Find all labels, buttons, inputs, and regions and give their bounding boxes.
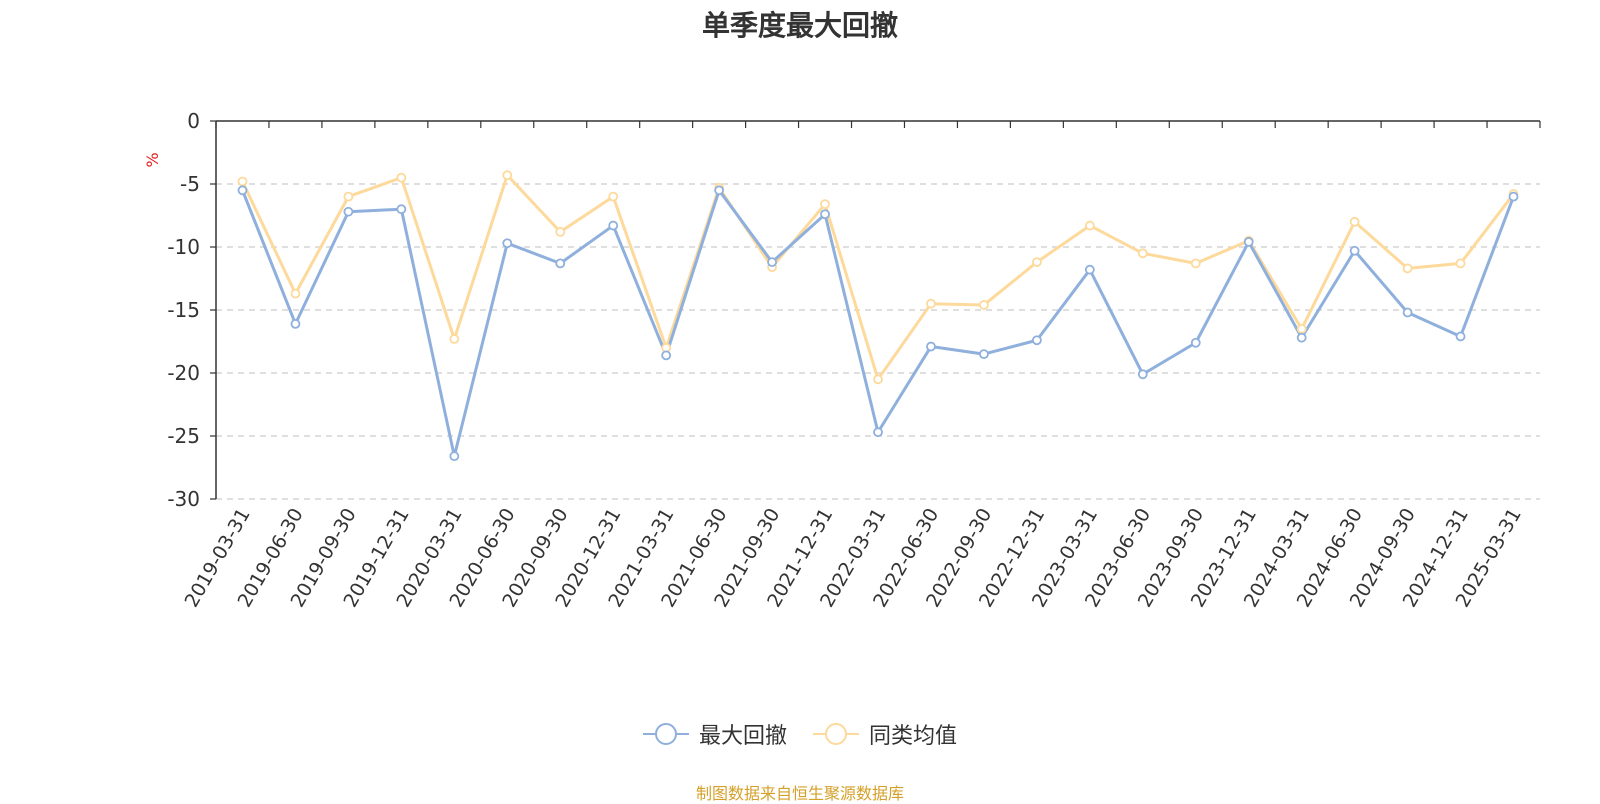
data-point-series-0 <box>1245 238 1253 246</box>
data-point-series-0 <box>344 208 352 216</box>
y-tick-label: -20 <box>167 361 200 385</box>
data-point-series-0 <box>397 205 405 213</box>
data-point-series-0 <box>821 210 829 218</box>
data-point-series-1 <box>927 300 935 308</box>
series-line-0 <box>242 190 1513 456</box>
grid-layer <box>216 184 1540 499</box>
data-point-series-1 <box>1033 258 1041 266</box>
data-point-series-0 <box>768 258 776 266</box>
data-point-series-1 <box>556 228 564 236</box>
data-point-series-1 <box>397 174 405 182</box>
data-point-series-0 <box>980 350 988 358</box>
legend-swatch-max-drawdown-icon <box>643 722 689 746</box>
data-point-series-1 <box>450 335 458 343</box>
data-point-series-0 <box>450 452 458 460</box>
legend-label-max-drawdown: 最大回撤 <box>699 718 787 750</box>
data-point-series-1 <box>980 301 988 309</box>
legend-swatch-peer-average-icon <box>813 722 859 746</box>
data-point-series-1 <box>1457 259 1465 267</box>
data-point-series-1 <box>503 171 511 179</box>
data-point-series-0 <box>1139 370 1147 378</box>
y-tick-label: -15 <box>167 298 200 322</box>
data-point-series-0 <box>556 259 564 267</box>
data-point-series-0 <box>1510 193 1518 201</box>
data-point-series-0 <box>238 186 246 194</box>
legend-label-peer-average: 同类均值 <box>869 718 957 750</box>
y-tick-label: 0 <box>187 109 200 133</box>
data-point-series-1 <box>238 177 246 185</box>
data-point-series-1 <box>1404 264 1412 272</box>
data-point-series-1 <box>1139 249 1147 257</box>
y-axis-unit-label: % <box>143 152 162 167</box>
data-point-series-1 <box>874 375 882 383</box>
legend-item-max-drawdown[interactable]: 最大回撤 <box>643 718 787 750</box>
data-point-series-0 <box>874 428 882 436</box>
data-point-series-1 <box>1086 222 1094 230</box>
data-point-series-0 <box>1404 309 1412 317</box>
data-point-series-1 <box>344 193 352 201</box>
data-point-series-0 <box>503 239 511 247</box>
data-point-series-0 <box>1086 266 1094 274</box>
series-layer <box>238 171 1517 460</box>
y-tick-label: -30 <box>167 487 200 511</box>
data-point-series-1 <box>821 200 829 208</box>
y-tick-label: -5 <box>180 172 200 196</box>
data-point-series-0 <box>291 320 299 328</box>
data-point-series-0 <box>609 222 617 230</box>
data-point-series-1 <box>1351 218 1359 226</box>
data-point-series-1 <box>1298 325 1306 333</box>
data-point-series-1 <box>609 193 617 201</box>
y-tick-label: -10 <box>167 235 200 259</box>
y-tick-label: -25 <box>167 424 200 448</box>
data-point-series-0 <box>1192 339 1200 347</box>
data-point-series-0 <box>1298 334 1306 342</box>
data-point-series-0 <box>1033 336 1041 344</box>
legend: 最大回撤 同类均值 <box>0 718 1600 750</box>
data-point-series-0 <box>715 186 723 194</box>
data-point-series-1 <box>291 290 299 298</box>
data-point-series-0 <box>1457 332 1465 340</box>
data-point-series-0 <box>927 343 935 351</box>
legend-item-peer-average[interactable]: 同类均值 <box>813 718 957 750</box>
data-point-series-0 <box>1351 247 1359 255</box>
series-line-1 <box>242 175 1513 379</box>
source-note: 制图数据来自恒生聚源数据库 <box>0 780 1600 804</box>
data-point-series-1 <box>1192 259 1200 267</box>
data-point-series-0 <box>662 351 670 359</box>
